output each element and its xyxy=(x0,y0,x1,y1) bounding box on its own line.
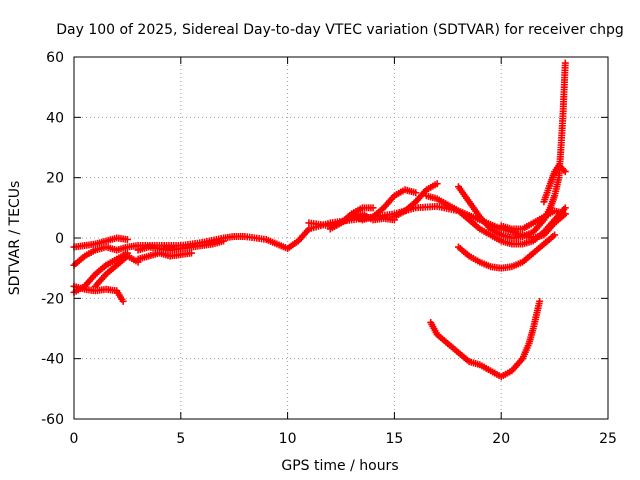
x-tick-label: 20 xyxy=(492,431,510,447)
data-point xyxy=(551,231,559,239)
y-tick-label: -60 xyxy=(41,412,64,428)
series-s6 xyxy=(134,237,228,254)
data-point xyxy=(369,204,377,212)
chart-title: Day 100 of 2025, Sidereal Day-to-day VTE… xyxy=(56,22,624,38)
y-tick-label: -20 xyxy=(41,291,64,307)
series-s1 xyxy=(70,234,131,251)
y-tick-label: 20 xyxy=(46,171,64,187)
series-s14 xyxy=(497,207,569,233)
x-tick-label: 0 xyxy=(70,431,79,447)
x-tick-label: 10 xyxy=(279,431,297,447)
data-point xyxy=(561,59,569,67)
series-s16 xyxy=(454,231,559,272)
data-point xyxy=(561,210,569,218)
data-point xyxy=(536,297,544,305)
x-tick-label: 15 xyxy=(385,431,403,447)
y-tick-label: 0 xyxy=(55,231,64,247)
series-s11 xyxy=(390,180,441,221)
y-tick-label: 60 xyxy=(46,50,64,66)
series-s15 xyxy=(540,162,569,206)
data-points xyxy=(70,59,569,381)
series-s17 xyxy=(427,297,544,381)
series-s12 xyxy=(422,192,569,248)
y-tick-label: -40 xyxy=(41,352,64,368)
data-point xyxy=(220,237,228,245)
y-tick-label: 40 xyxy=(46,110,64,126)
x-axis-title: GPS time / hours xyxy=(281,458,398,474)
data-point xyxy=(119,297,127,305)
data-point xyxy=(412,189,420,197)
plot-frame xyxy=(73,56,609,420)
series-s10 xyxy=(348,186,420,224)
y-axis-title: SDTVAR / TECUs xyxy=(7,181,23,296)
data-point xyxy=(561,168,569,176)
data-point xyxy=(187,249,195,257)
data-point xyxy=(433,180,441,188)
data-point xyxy=(123,236,131,244)
series-s7 xyxy=(134,249,195,263)
series-s5 xyxy=(91,252,142,290)
x-tick-label: 25 xyxy=(599,431,617,447)
x-tick-label: 5 xyxy=(176,431,185,447)
data-point xyxy=(561,204,569,212)
